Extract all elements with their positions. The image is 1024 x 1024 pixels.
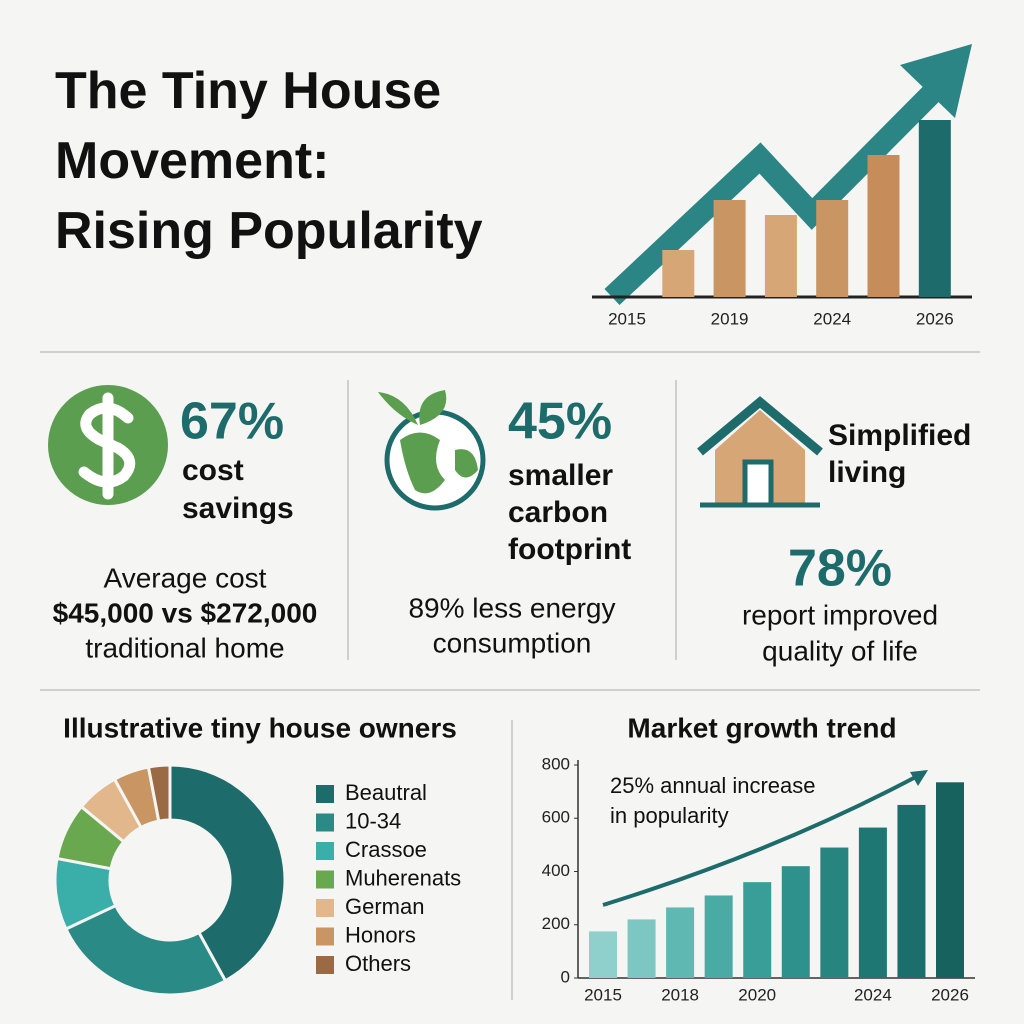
stat-detail: report improved bbox=[742, 599, 938, 630]
legend-swatch bbox=[316, 870, 334, 889]
x-tick-label: 2015 bbox=[608, 309, 646, 328]
chart-title: Illustrative tiny house owners bbox=[63, 712, 457, 743]
legend-swatch bbox=[316, 813, 334, 832]
bar bbox=[867, 155, 900, 297]
growth-arrow-head bbox=[910, 770, 928, 786]
y-tick-label: 200 bbox=[542, 914, 570, 933]
bar bbox=[918, 120, 951, 297]
title: Movement: bbox=[55, 132, 329, 190]
legend-label: German bbox=[345, 894, 424, 919]
x-tick-label: 2020 bbox=[738, 985, 776, 1004]
bar bbox=[704, 895, 733, 978]
bar bbox=[764, 215, 797, 297]
legend-swatch bbox=[316, 899, 334, 917]
legend-label: Honors bbox=[345, 922, 416, 947]
donut-segment bbox=[63, 903, 228, 997]
stat-label: cost bbox=[182, 454, 244, 487]
legend-label: Others bbox=[345, 951, 411, 976]
house-icon bbox=[715, 410, 805, 505]
leaves bbox=[378, 390, 447, 425]
x-tick-label: 2024 bbox=[854, 985, 892, 1004]
x-tick-label: 2019 bbox=[711, 309, 749, 328]
bar bbox=[666, 907, 695, 978]
stat-detail: traditional home bbox=[85, 632, 284, 663]
growth-arrow bbox=[602, 770, 926, 907]
legend-swatch bbox=[316, 785, 334, 803]
donut-segment bbox=[168, 763, 287, 983]
legend-label: Beautral bbox=[345, 780, 427, 805]
legend-swatch bbox=[316, 842, 334, 860]
legend-swatch bbox=[316, 927, 334, 946]
bar bbox=[713, 200, 746, 297]
stat-label: footprint bbox=[508, 533, 631, 566]
stat-value: 78% bbox=[788, 540, 892, 598]
dollar-sign bbox=[78, 392, 136, 500]
x-tick-label: 2018 bbox=[661, 985, 699, 1004]
stat-value: 45% bbox=[508, 393, 612, 451]
x-tick-label: 2015 bbox=[584, 985, 622, 1004]
bar bbox=[897, 804, 926, 978]
bar bbox=[627, 919, 656, 978]
y-tick-label: 800 bbox=[542, 754, 570, 773]
annotation: 25% annual increase bbox=[610, 773, 815, 798]
legend-label: Muherenats bbox=[345, 865, 461, 890]
stat-detail: quality of life bbox=[762, 635, 918, 666]
bar bbox=[816, 200, 849, 297]
stat-value: 67% bbox=[180, 393, 284, 451]
chart-title: Market growth trend bbox=[627, 712, 896, 743]
y-tick-label: 600 bbox=[542, 808, 570, 827]
bar bbox=[589, 931, 617, 978]
title: Rising Popularity bbox=[55, 202, 483, 260]
donut-segment bbox=[146, 763, 172, 823]
legend-label: 10-34 bbox=[345, 808, 401, 833]
bar bbox=[858, 827, 887, 978]
arrow-head bbox=[900, 44, 972, 118]
legend-label: Crassoe bbox=[345, 837, 427, 862]
globe-land bbox=[400, 432, 478, 494]
bar bbox=[820, 847, 849, 978]
legend-swatch bbox=[316, 956, 334, 974]
stat-detail: $45,000 vs $272,000 bbox=[53, 597, 318, 628]
stat-label: smaller bbox=[508, 459, 613, 492]
title: The Tiny House bbox=[55, 62, 441, 120]
house-roof bbox=[697, 396, 823, 456]
y-tick-label: 0 bbox=[561, 967, 570, 986]
bar bbox=[781, 866, 810, 978]
stat-detail: Average cost bbox=[104, 562, 267, 593]
stat-detail: 89% less energy bbox=[408, 592, 615, 623]
bar bbox=[662, 250, 695, 297]
trend-arrow bbox=[604, 72, 953, 306]
house-door bbox=[742, 459, 774, 508]
x-tick-label: 2026 bbox=[916, 309, 954, 328]
y-tick-label: 400 bbox=[542, 861, 570, 880]
stat-label: savings bbox=[182, 492, 294, 525]
annotation: in popularity bbox=[610, 803, 729, 828]
stat-label: carbon bbox=[508, 496, 608, 529]
x-tick-label: 2024 bbox=[813, 309, 851, 328]
stat-label: living bbox=[828, 456, 906, 489]
x-tick-label: 2026 bbox=[931, 985, 969, 1004]
stat-label: Simplified bbox=[828, 419, 971, 452]
bar bbox=[743, 882, 772, 978]
stat-detail: consumption bbox=[433, 627, 592, 658]
bar bbox=[936, 782, 964, 978]
